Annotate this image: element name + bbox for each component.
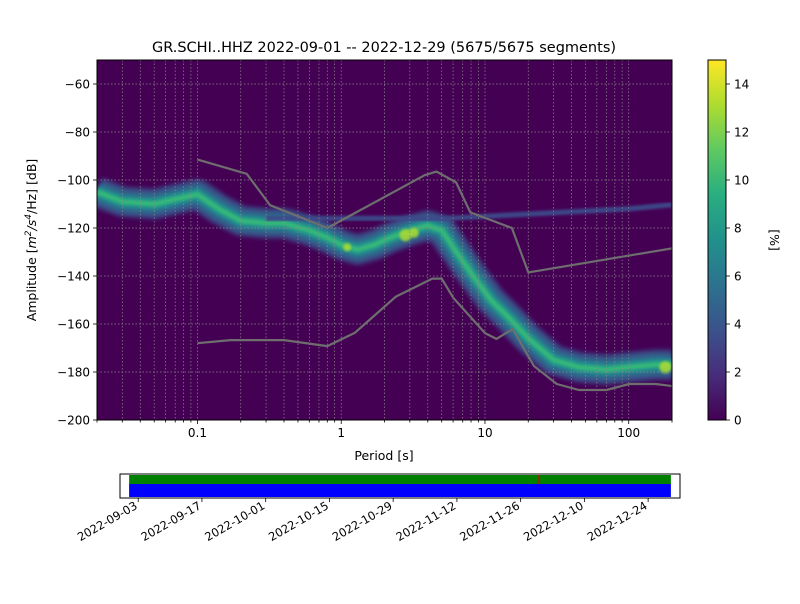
timeline-tick-label: 2022-11-12 [394, 498, 459, 544]
colorbar-ticks: 0 2 4 6 8 10 12 14 [726, 78, 749, 428]
y-tick-label: −80 [65, 126, 90, 140]
y-tick-label: −140 [57, 270, 90, 284]
colorbar-tick-label: 8 [734, 222, 742, 236]
y-axis-ticks: −60 −80 −100 −120 −140 −160 −180 −200 [57, 78, 97, 428]
y-tick-label: −200 [57, 414, 90, 428]
chart-title: GR.SCHI..HHZ 2022-09-01 -- 2022-12-29 (5… [152, 40, 616, 56]
colorbar-tick-label: 2 [734, 366, 742, 380]
timeline-plot: 2022-09-032022-09-172022-10-012022-10-15… [75, 473, 681, 544]
timeline-coverage-top [129, 475, 671, 484]
colorbar-gradient [707, 59, 727, 421]
density-core [97, 189, 672, 373]
timeline-tick-label: 2022-09-17 [139, 498, 204, 544]
y-label-exp2: 4 [24, 214, 34, 220]
timeline-tick-label: 2022-10-01 [202, 498, 267, 544]
colorbar-tick-label: 4 [734, 318, 742, 332]
y-tick-label: −100 [57, 174, 90, 188]
timeline-tick-label: 2022-12-24 [585, 498, 650, 544]
y-label-m: m [24, 236, 39, 248]
colorbar-label: [%] [767, 229, 782, 251]
y-label-mid: /s [24, 219, 39, 231]
density-peak [399, 229, 412, 242]
colorbar-tick-label: 12 [734, 126, 749, 140]
density-peak [408, 227, 419, 238]
high-noise-model-line [197, 158, 672, 274]
timeline-tick-label: 2022-10-15 [266, 498, 331, 544]
colorbar-tick-label: 10 [734, 174, 749, 188]
low-noise-model-line [197, 277, 672, 392]
y-tick-label: −180 [57, 366, 90, 380]
y-label-suffix: /Hz] [dB] [24, 159, 39, 214]
colorbar-tick-label: 14 [734, 78, 749, 92]
colorbar: 0 2 4 6 8 10 12 14 [%] [707, 59, 782, 428]
y-tick-label: −60 [65, 78, 90, 92]
plot-grid [96, 60, 673, 421]
timeline-tick-label: 2022-09-03 [75, 498, 140, 544]
y-tick-label: −120 [57, 222, 90, 236]
timeline-tick-label: 2022-12-10 [521, 498, 586, 544]
y-label-prefix: Amplitude [ [24, 248, 39, 321]
y-tick-label: −160 [57, 318, 90, 332]
noise-models [197, 158, 672, 392]
y-label-exp1: 2 [24, 230, 34, 236]
timeline-tick-label: 2022-10-29 [330, 498, 395, 544]
psd-plot: 0.1 1 10 100 −60 −80 −100 −120 −140 −160 −180 −200… [24, 59, 673, 463]
timeline-coverage-bottom [129, 484, 671, 497]
density-horizontal-band [266, 202, 672, 221]
psd-density [97, 177, 672, 385]
colorbar-tick-label: 0 [734, 414, 742, 428]
density-peak [343, 243, 352, 252]
x-tick-label: 0.1 [188, 426, 207, 440]
x-tick-label: 1 [337, 426, 345, 440]
timeline-ticks: 2022-09-032022-09-172022-10-012022-10-15… [75, 498, 650, 544]
density-peak [659, 361, 672, 374]
timeline-tick-label: 2022-11-26 [457, 498, 522, 544]
colorbar-tick-label: 6 [734, 270, 742, 284]
x-axis-label: Period [s] [354, 448, 413, 463]
x-tick-label: 100 [617, 426, 640, 440]
y-axis-label: Amplitude [m2/s4/Hz] [dB] [24, 159, 39, 322]
x-axis-ticks: 0.1 1 10 100 [96, 420, 673, 440]
x-tick-label: 10 [477, 426, 492, 440]
